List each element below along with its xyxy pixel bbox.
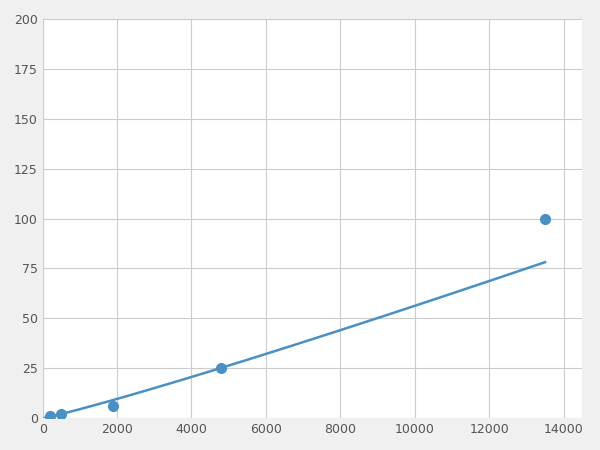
Point <box>56 411 66 418</box>
Point <box>45 413 55 420</box>
Point <box>109 403 118 410</box>
Point <box>540 215 550 222</box>
Point <box>217 365 226 372</box>
